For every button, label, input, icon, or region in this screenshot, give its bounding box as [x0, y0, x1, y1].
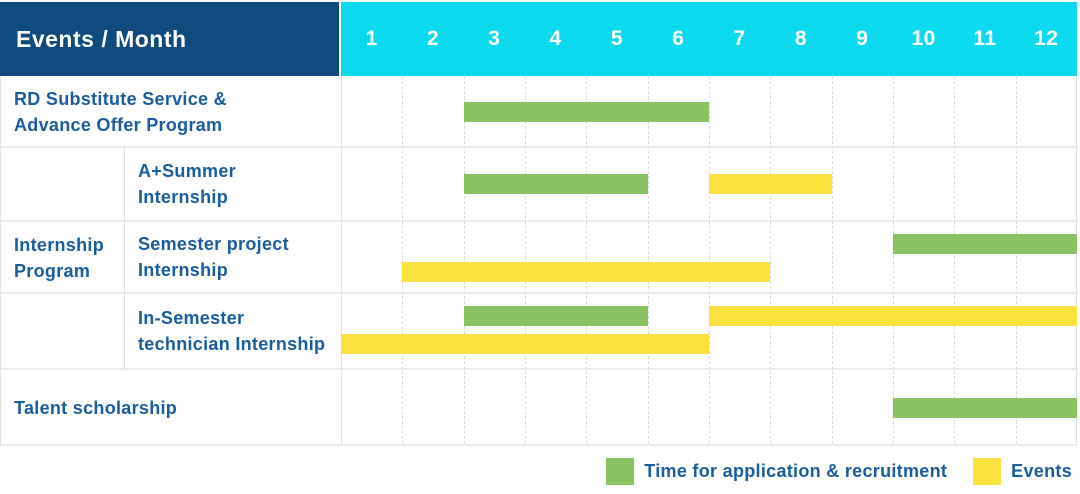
task-label: RD Substitute Service & Advance Offer Pro…: [14, 76, 227, 147]
row-separator: [0, 220, 1077, 222]
table-bottom-border: [0, 444, 1077, 446]
legend-label: Events: [1011, 461, 1072, 481]
legend-item-recruitment: Time for application & recruitment: [606, 458, 947, 485]
month-gridline: [586, 76, 588, 444]
task-label-line: technician Internship: [138, 334, 326, 354]
table-header-corner: Events / Month: [0, 2, 339, 76]
month-gridline: [831, 76, 833, 444]
row-separator: [0, 368, 1077, 370]
legend-label: Time for application & recruitment: [644, 461, 948, 481]
month-label-2: 2: [426, 27, 440, 50]
gantt-bar-event: [341, 334, 709, 354]
month-gridline: [463, 76, 465, 444]
month-label-12: 12: [1034, 27, 1059, 50]
table-title: Events / Month: [16, 25, 187, 52]
month-label-5: 5: [610, 27, 624, 50]
month-label-8: 8: [794, 27, 808, 50]
month-label-4: 4: [549, 27, 562, 50]
group-label: Internship Program: [14, 147, 104, 369]
month-label-1: 1: [365, 27, 378, 50]
legend: Time for application & recruitment Events: [606, 458, 1072, 485]
gantt-bar-recruitment: [893, 234, 1077, 254]
month-gridline: [770, 76, 772, 444]
table-left-border: [0, 76, 1, 446]
task-label-line: Advance Offer Program: [14, 114, 223, 135]
task-label: A+Summer Internship: [138, 147, 236, 221]
task-label-line: Semester project: [138, 234, 289, 254]
task-label-line: A+Summer: [138, 161, 236, 181]
task-label: In-Semester technician Internship: [138, 293, 325, 369]
month-label-11: 11: [973, 27, 997, 50]
gantt-bar-event: [709, 174, 832, 194]
month-gridline: [893, 76, 894, 444]
group-label-line: Internship: [14, 235, 105, 255]
task-label-line: Internship: [138, 187, 229, 207]
month-header-row: 1 2 3 4 5 6 7 8 9 10 11 12: [341, 2, 1077, 76]
label-column-divider: [341, 76, 342, 446]
month-gridline: [647, 76, 649, 444]
task-label-line: Internship: [138, 260, 229, 280]
table-right-border: [1076, 76, 1077, 446]
gantt-bar-event: [402, 262, 771, 282]
month-label-9: 9: [856, 27, 869, 50]
month-gridline: [709, 76, 710, 444]
row-separator: [0, 292, 1077, 294]
task-label-line: In-Semester: [138, 308, 245, 328]
month-label-10: 10: [911, 27, 936, 50]
month-gridline: [954, 76, 956, 444]
group-label-line: Program: [14, 261, 91, 281]
gantt-bar-recruitment: [463, 174, 648, 194]
gantt-bar-recruitment: [893, 397, 1077, 418]
month-gridline: [402, 76, 404, 444]
task-label: Semester project Internship: [138, 221, 289, 293]
legend-swatch-recruitment: [606, 458, 635, 485]
month-label-6: 6: [672, 27, 685, 50]
gantt-bar-recruitment: [463, 306, 648, 326]
task-label: Talent scholarship: [14, 369, 177, 446]
month-label-7: 7: [733, 27, 746, 50]
month-gridline: [525, 76, 526, 444]
row-separator: [0, 146, 1077, 148]
legend-swatch-event: [973, 458, 1002, 485]
task-label-line: RD Substitute Service &: [14, 88, 227, 109]
sub-column-divider: [124, 147, 125, 369]
month-gridline: [1015, 76, 1017, 444]
gantt-bar-event: [709, 306, 1077, 326]
task-label-line: Talent scholarship: [14, 397, 178, 418]
month-label-3: 3: [488, 27, 501, 50]
gantt-bar-recruitment: [463, 101, 709, 122]
legend-item-event: Events: [973, 458, 1072, 485]
